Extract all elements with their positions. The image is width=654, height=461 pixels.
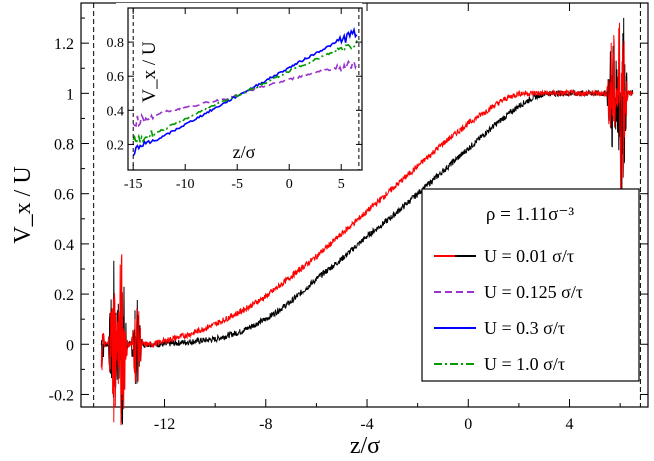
legend-entry: U = 0.01 σ/τ <box>434 246 574 266</box>
legend-label: U = 1.0 σ/τ <box>484 354 565 374</box>
inset-x-tick-label: 0 <box>286 177 293 192</box>
legend-entry: U = 1.0 σ/τ <box>434 354 565 374</box>
inset-x-axis-title: z/σ <box>233 142 256 162</box>
inset-y-axis-title: V_x / U <box>139 41 160 103</box>
x-tick-label: -8 <box>259 416 272 433</box>
x-tick-label: 4 <box>566 416 574 433</box>
inset-background <box>116 3 362 177</box>
legend-label: U = 0.125 σ/τ <box>484 282 583 302</box>
y-tick-label: 0.8 <box>54 137 74 154</box>
legend-label: U = 0.01 σ/τ <box>484 246 574 266</box>
inset-x-tick-label: -5 <box>231 177 243 192</box>
x-axis-title: z/σ <box>350 433 380 459</box>
x-tick-label: -4 <box>360 416 373 433</box>
inset-y-tick-label: 0.4 <box>107 104 125 119</box>
legend-title: ρ = 1.11σ⁻³ <box>486 204 575 225</box>
y-tick-label: 0.2 <box>54 287 74 304</box>
inset-x-tick-label: -10 <box>176 177 195 192</box>
series-line <box>100 22 634 426</box>
x-tick-label: -12 <box>154 416 175 433</box>
x-tick-label: 0 <box>464 416 472 433</box>
inset-x-tick-label: 5 <box>338 177 345 192</box>
y-axis-title: V_x / U <box>10 166 36 243</box>
y-tick-label: -0.2 <box>49 387 74 404</box>
y-tick-label: 0.4 <box>54 237 74 254</box>
inset-frame <box>127 7 363 171</box>
legend-entry: U = 0.125 σ/τ <box>434 282 583 302</box>
inset-y-tick-label: 0.8 <box>107 36 125 51</box>
legend-box <box>421 188 640 382</box>
inset-y-tick-label: 0.2 <box>107 138 125 153</box>
inset-series-line <box>132 40 358 146</box>
y-tick-label: 0 <box>66 337 74 354</box>
inset-y-tick-label: 0.6 <box>107 70 125 85</box>
y-tick-label: 1.2 <box>54 36 74 53</box>
y-tick-label: 0.6 <box>54 187 74 204</box>
main-plot-frame <box>80 2 649 408</box>
legend-entry: U = 0.3 σ/τ <box>434 318 565 338</box>
legend-label: U = 0.3 σ/τ <box>484 318 565 338</box>
inset-x-tick-label: -15 <box>124 177 143 192</box>
y-tick-label: 1 <box>66 86 74 103</box>
